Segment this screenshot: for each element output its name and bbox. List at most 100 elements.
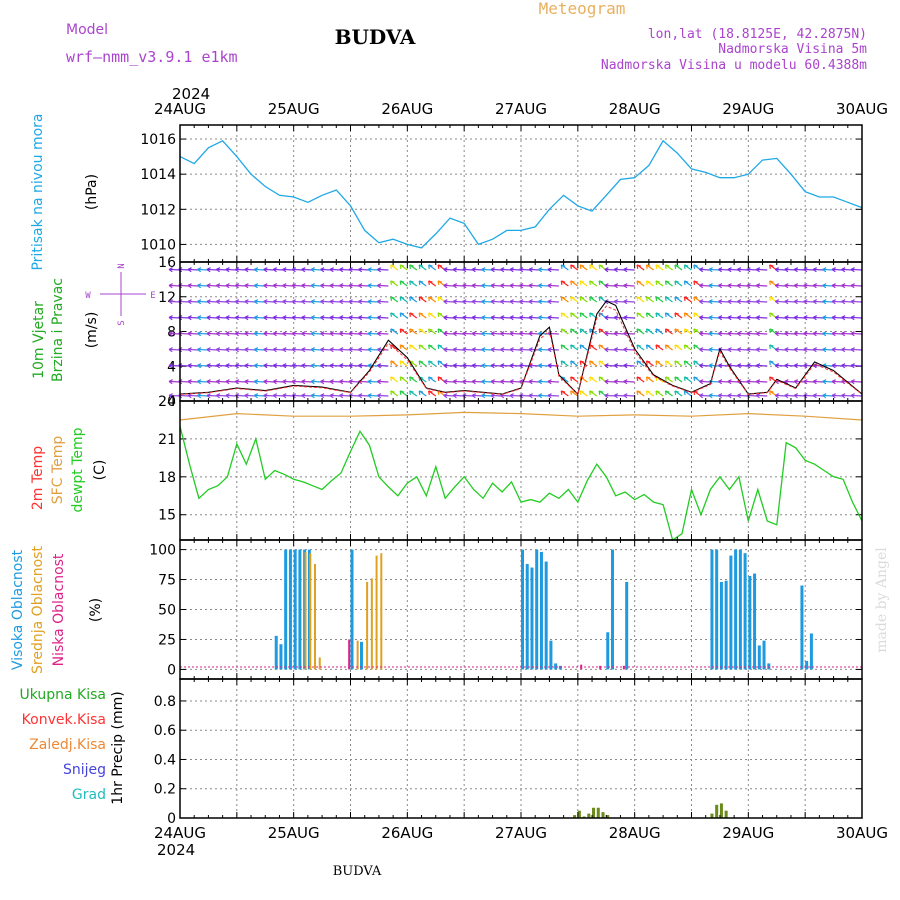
wind-arrow-head (310, 316, 315, 321)
wind-arrow-head (225, 394, 230, 399)
wind-arrow-head (367, 284, 372, 289)
wind-arrow-head (683, 390, 686, 395)
wind-arrow-head (519, 364, 524, 369)
wind-ylabel-2: Brzina i Pravac (50, 278, 66, 382)
cloud-mid-bar (380, 553, 383, 670)
wind-arrow-head (481, 380, 486, 385)
wind-arrow (851, 332, 863, 335)
wind-arrow-head (803, 300, 808, 305)
wind-arrow-head (613, 394, 618, 399)
wind-arrow-head (437, 296, 440, 301)
wind-arrow (623, 380, 635, 383)
wind-arrow-head (579, 280, 582, 285)
wind-arrow-head (831, 300, 836, 305)
wind-arrow-head (547, 316, 552, 321)
wind-arrow-head (803, 348, 808, 353)
wind-arrow-head (841, 316, 846, 321)
wind-arrow-head (481, 268, 486, 273)
wind-arrow-head (452, 394, 457, 399)
bottom-day-label: 29AUG (722, 824, 774, 842)
wind-arrow-head (538, 348, 543, 353)
wind-arrow-head (693, 280, 696, 285)
wind-arrow-head (812, 380, 817, 385)
wind-arrow-head (339, 316, 344, 321)
cloud-low-bar (622, 665, 625, 670)
wind-arrow-head (329, 364, 334, 369)
wind-speed-red-line (179, 305, 863, 396)
wind-arrow-head (471, 300, 476, 305)
wind-arrow-head (737, 394, 741, 399)
cloud-mid-bar (375, 555, 378, 670)
wind-arrow-head (253, 268, 258, 273)
wind-arrow-head (225, 316, 230, 321)
wind-arrow-head (613, 332, 618, 337)
wind-arrow-head (216, 364, 220, 369)
wind-arrow-head (683, 280, 686, 285)
wind-arrow-head (774, 364, 779, 369)
wind-arrow-head (301, 364, 306, 369)
wind-arrow-head (377, 316, 382, 321)
wind-arrow-head (774, 284, 779, 289)
wind-arrow-head (570, 344, 572, 349)
wind-arrow-head (490, 300, 495, 305)
wind-arrow-head (674, 376, 677, 381)
wind-arrow-head (645, 296, 648, 301)
wind-arrow-head (746, 316, 751, 321)
wind-arrow-head (579, 344, 582, 349)
wind-arrow-head (329, 284, 334, 289)
wind-arrow-head (244, 332, 249, 337)
wind-arrow-head (746, 284, 751, 289)
wind-arrow-head (168, 284, 173, 289)
wind-arrow (851, 268, 863, 271)
wind-arrow-head (655, 264, 658, 269)
wind-arrow-head (310, 364, 315, 369)
wind-arrow-head (377, 394, 382, 399)
wind-arrow-head (443, 394, 448, 399)
wind-ticks: 0481216 (158, 255, 862, 410)
wind-arrow-head (718, 300, 723, 305)
wind-arrow-head (428, 264, 430, 269)
wind-arrow-head (377, 380, 382, 385)
cloud-high-bar (767, 663, 771, 670)
year-top: 2024 (172, 85, 210, 103)
wind-arrow-head (443, 284, 448, 289)
cloud-high-bar (525, 563, 529, 670)
wind-arrow-head (329, 316, 334, 321)
wind-arrow-head (841, 380, 846, 385)
wind-arrow-head (358, 268, 363, 273)
wind-arrow-head (755, 284, 760, 289)
wind-arrow-head (727, 300, 732, 305)
wind-arrow-head (803, 284, 808, 289)
wind-arrow-head (850, 394, 855, 399)
wind-arrow-head (399, 296, 402, 301)
wind-arrow-head (244, 316, 249, 321)
wind-arrow-head (683, 344, 686, 349)
wind-arrow-head (348, 348, 353, 353)
wind-arrow-head (664, 328, 667, 333)
model-label: Model (66, 22, 108, 38)
wind-arrow-head (793, 364, 798, 369)
wind-arrow-head (850, 300, 855, 305)
y-tick-label: 100 (149, 543, 176, 559)
wind-arrow-head (718, 364, 723, 369)
wind-arrow-head (598, 376, 601, 381)
wind-unit: (m/s) (84, 312, 100, 349)
wind-arrow-head (547, 364, 552, 369)
wind-arrow-head (841, 284, 846, 289)
wind-arrow-head (500, 300, 505, 305)
wind-arrow-head (490, 316, 495, 321)
wind-arrow-head (636, 280, 639, 285)
wind-arrow-head (437, 280, 440, 285)
wind-arrow (756, 284, 768, 287)
wind-arrow-head (718, 316, 723, 321)
wind-arrow-head (560, 280, 563, 285)
wind-arrow-head (390, 376, 393, 381)
cloud-high-bar (738, 549, 742, 670)
wind-arrow (756, 332, 768, 335)
wind-arrow-head (244, 380, 249, 385)
wind-arrow-head (367, 394, 372, 399)
wind-arrow-head (623, 316, 628, 321)
wind-arrow-head (462, 364, 467, 369)
wind-arrow-head (755, 268, 760, 273)
